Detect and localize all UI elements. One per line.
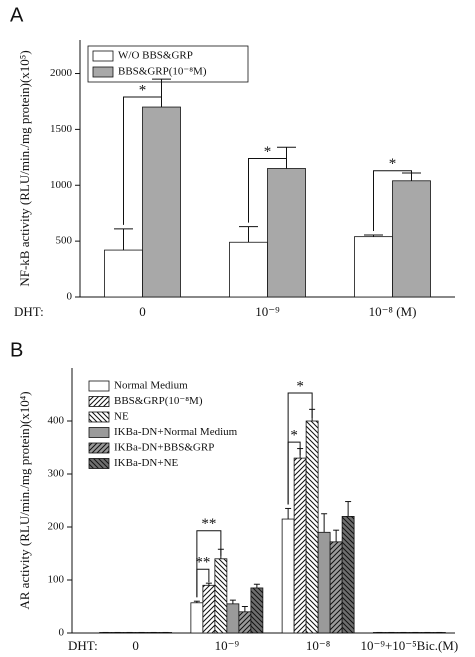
bar xyxy=(354,236,393,298)
panel-letter: A xyxy=(10,4,24,26)
x-tick-label: 0 xyxy=(132,638,139,653)
bar xyxy=(202,584,216,634)
legend-label: IKBa-DN+Normal Medium xyxy=(114,426,238,438)
x-tick-label: 0 xyxy=(139,304,146,319)
significance-label: * xyxy=(389,156,397,172)
bar xyxy=(226,603,240,634)
y-tick-label: 2000 xyxy=(50,67,73,79)
panel-letter: B xyxy=(10,339,23,361)
y-axis-label: AR activity (RLU/min./mg protein)(x10⁴) xyxy=(17,391,32,609)
error-bar xyxy=(333,529,340,542)
bar xyxy=(317,531,331,634)
legend-swatch xyxy=(88,411,110,423)
y-axis-label: NF-kB activity (RLU/min./mg protein)(x10… xyxy=(17,50,32,286)
bar xyxy=(267,168,306,298)
bar xyxy=(229,241,268,298)
error-bar xyxy=(321,513,328,533)
error-bar xyxy=(205,582,212,586)
significance-label: * xyxy=(290,428,298,444)
significance-bracket xyxy=(287,392,313,505)
bar xyxy=(305,420,319,634)
error-bar xyxy=(239,226,258,243)
y-tick-label: 0 xyxy=(67,291,73,303)
bar xyxy=(341,516,355,634)
error-bar xyxy=(253,583,260,588)
y-tick-label: 400 xyxy=(48,415,65,427)
y-tick-label: 200 xyxy=(48,521,65,533)
bar xyxy=(281,518,295,634)
error-bar xyxy=(241,606,248,612)
y-tick-label: 100 xyxy=(48,574,65,586)
legend-label: BBS&GRP(10⁻⁸M) xyxy=(114,395,203,407)
legend-label: IKBa-DN+BBS&GRP xyxy=(114,442,214,454)
legend-label: IKBa-DN+NE xyxy=(114,457,179,469)
bar xyxy=(329,541,343,634)
significance-label: ** xyxy=(201,516,216,532)
significance-label: ** xyxy=(195,555,210,571)
legend-swatch xyxy=(88,458,110,469)
legend-label: W/O BBS&GRP xyxy=(118,50,193,62)
x-tick-label: 10⁻⁸ xyxy=(306,638,331,653)
y-tick-label: 1000 xyxy=(50,179,73,191)
bar xyxy=(142,106,181,298)
bar xyxy=(214,558,228,634)
legend-swatch xyxy=(88,442,110,454)
significance-bracket xyxy=(248,158,287,223)
y-tick-label: 0 xyxy=(59,627,65,639)
legend-label: Normal Medium xyxy=(114,380,188,392)
significance-bracket xyxy=(123,96,162,225)
legend-swatch xyxy=(92,66,114,78)
y-tick-label: 300 xyxy=(48,468,65,480)
significance-label: * xyxy=(139,82,147,98)
x-tick-label: 10⁻⁹ xyxy=(215,638,240,653)
x-axis-label: DHT: xyxy=(68,638,98,653)
error-bar xyxy=(114,228,133,251)
legend-swatch xyxy=(88,380,110,392)
bar xyxy=(293,457,307,634)
significance-label: * xyxy=(296,378,304,394)
significance-bracket xyxy=(196,530,222,598)
error-bar xyxy=(229,599,236,604)
x-tick-label: 10⁻⁸ (M) xyxy=(369,304,417,319)
bar xyxy=(250,587,264,634)
y-tick-label: 500 xyxy=(56,235,73,247)
legend-swatch xyxy=(88,396,110,407)
legend-label: BBS&GRP(10⁻⁸M) xyxy=(118,66,207,78)
bar xyxy=(238,611,252,634)
error-bar xyxy=(345,501,352,517)
legend-label: NE xyxy=(114,411,129,423)
bar xyxy=(190,602,204,634)
x-tick-label: 10⁻⁹ xyxy=(255,304,280,319)
legend-swatch xyxy=(88,427,110,438)
error-bar xyxy=(364,234,383,237)
error-bar xyxy=(193,600,200,603)
x-tick-label: 10⁻⁹+10⁻⁵Bic.(M) xyxy=(361,638,459,653)
bar xyxy=(392,180,431,298)
x-axis-label: DHT: xyxy=(14,304,44,319)
legend-swatch xyxy=(92,50,114,62)
significance-bracket xyxy=(373,170,412,231)
legend-box xyxy=(87,45,249,83)
y-tick-label: 1500 xyxy=(50,123,73,135)
significance-label: * xyxy=(264,144,272,160)
bar xyxy=(104,249,143,298)
error-bar xyxy=(285,507,292,520)
